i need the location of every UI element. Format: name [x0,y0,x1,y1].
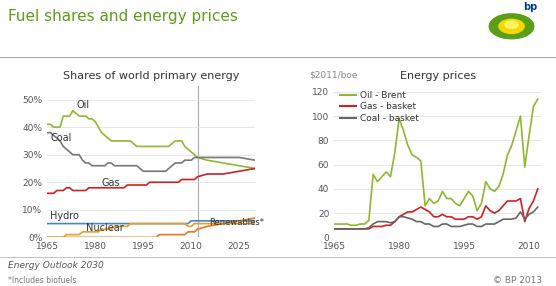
Ellipse shape [490,25,503,35]
Text: Gas: Gas [102,178,120,188]
Ellipse shape [509,31,527,38]
Ellipse shape [502,14,521,20]
Ellipse shape [509,14,527,21]
Ellipse shape [497,31,514,38]
Ellipse shape [515,15,531,24]
Text: © BP 2013: © BP 2013 [493,276,542,285]
Text: Renewables*: Renewables* [209,218,264,227]
Text: *Includes biofuels: *Includes biofuels [8,276,77,285]
Legend: Oil - Brent, Gas - basket, Coal - basket: Oil - Brent, Gas - basket, Coal - basket [339,90,420,124]
Text: Energy Outlook 2030: Energy Outlook 2030 [8,261,104,270]
Text: Nuclear: Nuclear [86,223,123,233]
Ellipse shape [497,14,514,21]
Ellipse shape [515,29,531,37]
Text: Oil: Oil [76,100,89,110]
Ellipse shape [492,15,508,24]
Title: Energy prices: Energy prices [400,71,476,81]
Text: $2011/boe: $2011/boe [309,71,358,80]
Ellipse shape [490,18,503,28]
Circle shape [499,19,524,33]
Text: Hydro: Hydro [51,211,80,221]
Ellipse shape [520,18,533,28]
Title: Shares of world primary energy: Shares of world primary energy [63,71,240,81]
Ellipse shape [492,29,508,37]
Ellipse shape [523,21,534,31]
Circle shape [505,21,518,28]
Ellipse shape [520,25,533,35]
Text: Fuel shares and energy prices: Fuel shares and energy prices [8,9,238,23]
Text: Coal: Coal [51,133,72,143]
Text: bp: bp [523,2,537,12]
Ellipse shape [489,21,501,31]
Ellipse shape [502,32,521,39]
